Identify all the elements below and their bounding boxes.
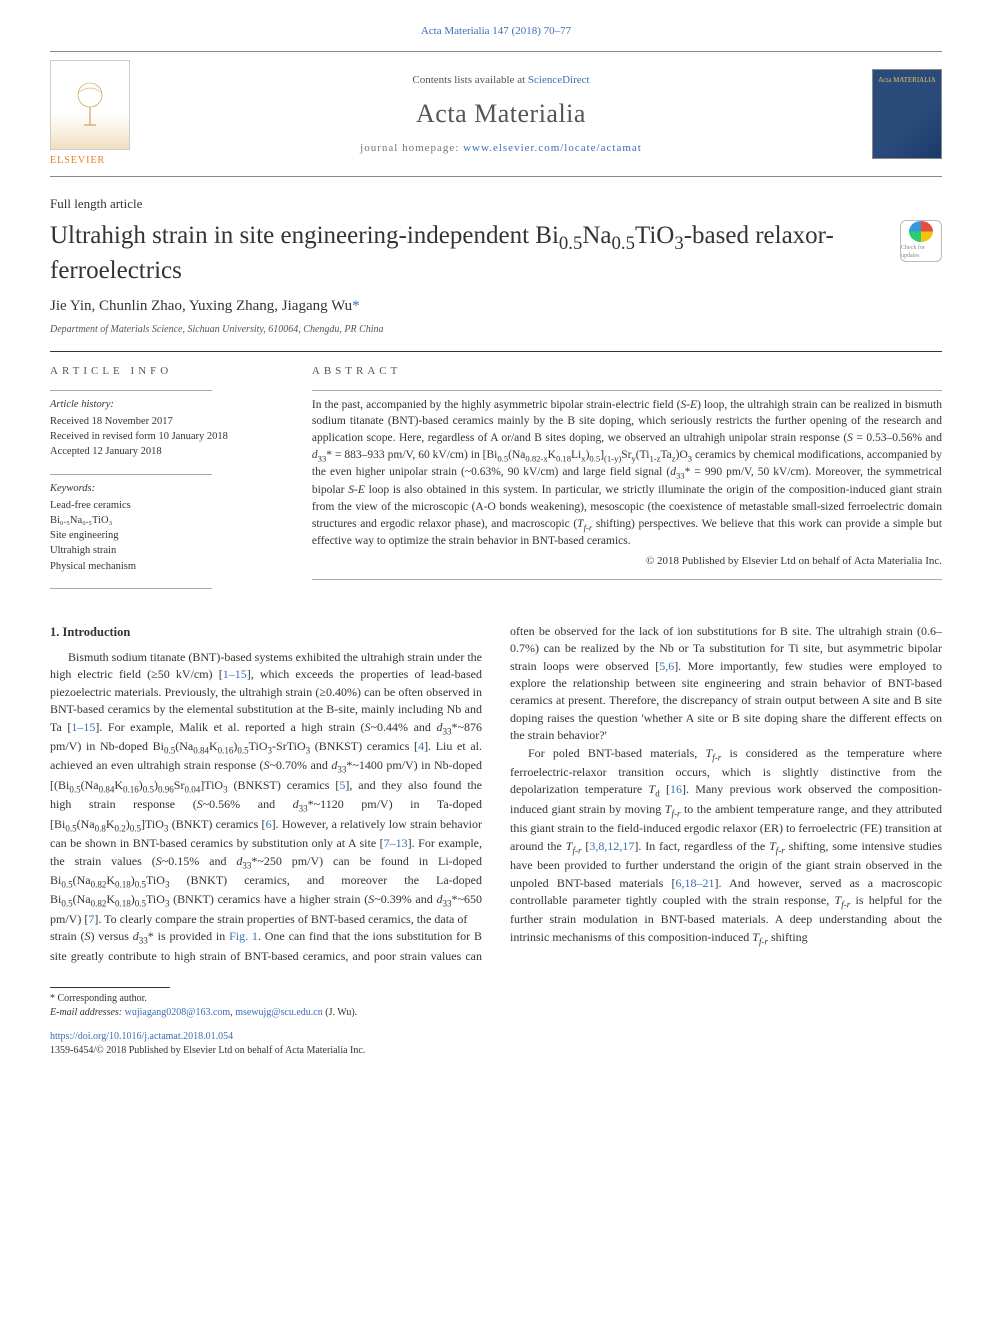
abstract-heading: ABSTRACT [312, 364, 942, 379]
email-link[interactable]: wujiagang0208@163.com [125, 1007, 231, 1018]
divider [50, 351, 942, 352]
body-paragraph: Bismuth sodium titanate (BNT)-based syst… [50, 649, 482, 928]
email-link[interactable]: msewujg@scu.edu.cn [235, 1007, 323, 1018]
journal-cover-icon: Acta MATERIALIA [872, 69, 942, 159]
corresponding-author-label: * Corresponding author. [50, 992, 942, 1006]
section-heading: 1. Introduction [50, 623, 482, 641]
doi-link[interactable]: https://doi.org/10.1016/j.actamat.2018.0… [50, 1031, 233, 1042]
homepage-link[interactable]: www.elsevier.com/locate/actamat [463, 142, 642, 154]
elsevier-tree-icon [50, 60, 130, 150]
info-abstract-row: ARTICLE INFO Article history: Received 1… [50, 364, 942, 595]
email-suffix: (J. Wu). [325, 1007, 357, 1018]
crossmark-icon [909, 221, 933, 242]
info-divider [50, 390, 212, 391]
journal-header: ELSEVIER Contents lists available at Sci… [50, 51, 942, 177]
crossmark-badge[interactable]: Check for updates [900, 220, 942, 262]
body-paragraph: For poled BNT-based materials, Tf-r is c… [510, 745, 942, 949]
info-divider [50, 588, 212, 589]
article-type: Full length article [50, 195, 942, 213]
article-info-column: ARTICLE INFO Article history: Received 1… [50, 364, 282, 595]
email-line: E-mail addresses: wujiagang0208@163.com,… [50, 1006, 942, 1020]
contents-prefix: Contents lists available at [412, 74, 527, 86]
history-line: Accepted 12 January 2018 [50, 444, 282, 459]
keywords-label: Keywords: [50, 481, 282, 496]
footer-block: * Corresponding author. E-mail addresses… [50, 987, 942, 1058]
contents-line: Contents lists available at ScienceDirec… [130, 73, 872, 88]
abstract-text: In the past, accompanied by the highly a… [312, 397, 942, 550]
citation-link[interactable]: Acta Materialia 147 (2018) 70–77 [50, 24, 942, 39]
abstract-copyright: © 2018 Published by Elsevier Ltd on beha… [312, 554, 942, 569]
crossmark-label: Check for updates [901, 244, 941, 261]
abstract-divider [312, 390, 942, 391]
authors: Jie Yin, Chunlin Zhao, Yuxing Zhang, Jia… [50, 296, 942, 317]
info-heading: ARTICLE INFO [50, 364, 282, 379]
keyword: Physical mechanism [50, 559, 282, 574]
email-label: E-mail addresses: [50, 1007, 122, 1018]
keyword: Bi₀.₅Na₀.₅TiO₃ [50, 513, 282, 528]
citation-text[interactable]: Acta Materialia 147 (2018) 70–77 [421, 25, 571, 37]
info-divider [50, 474, 212, 475]
publisher-logo-label: ELSEVIER [50, 154, 130, 168]
journal-cover-label: Acta MATERIALIA [878, 76, 936, 86]
abstract-divider-bottom [312, 579, 942, 580]
keyword: Lead-free ceramics [50, 498, 282, 513]
history-label: Article history: [50, 397, 282, 412]
publisher-logo-block: ELSEVIER [50, 60, 130, 168]
abstract-column: ABSTRACT In the past, accompanied by the… [312, 364, 942, 595]
history-line: Received 18 November 2017 [50, 414, 282, 429]
sciencedirect-link[interactable]: ScienceDirect [528, 74, 590, 86]
homepage-prefix: journal homepage: [360, 142, 463, 154]
keyword: Ultrahigh strain [50, 543, 282, 558]
title-row: Ultrahigh strain in site engineering-ind… [50, 220, 942, 297]
journal-name: Acta Materialia [130, 96, 872, 132]
keyword: Site engineering [50, 528, 282, 543]
footer-divider [50, 987, 170, 988]
article-title: Ultrahigh strain in site engineering-ind… [50, 220, 880, 287]
homepage-line: journal homepage: www.elsevier.com/locat… [130, 141, 872, 156]
doi-line: https://doi.org/10.1016/j.actamat.2018.0… [50, 1030, 942, 1044]
body-columns: 1. Introduction Bismuth sodium titanate … [50, 623, 942, 965]
issn-line: 1359-6454/© 2018 Published by Elsevier L… [50, 1044, 942, 1058]
header-center: Contents lists available at ScienceDirec… [130, 73, 872, 156]
affiliation: Department of Materials Science, Sichuan… [50, 323, 942, 337]
history-line: Received in revised form 10 January 2018 [50, 429, 282, 444]
history-block: Article history: Received 18 November 20… [50, 397, 282, 460]
keywords-block: Keywords: Lead-free ceramics Bi₀.₅Na₀.₅T… [50, 481, 282, 574]
